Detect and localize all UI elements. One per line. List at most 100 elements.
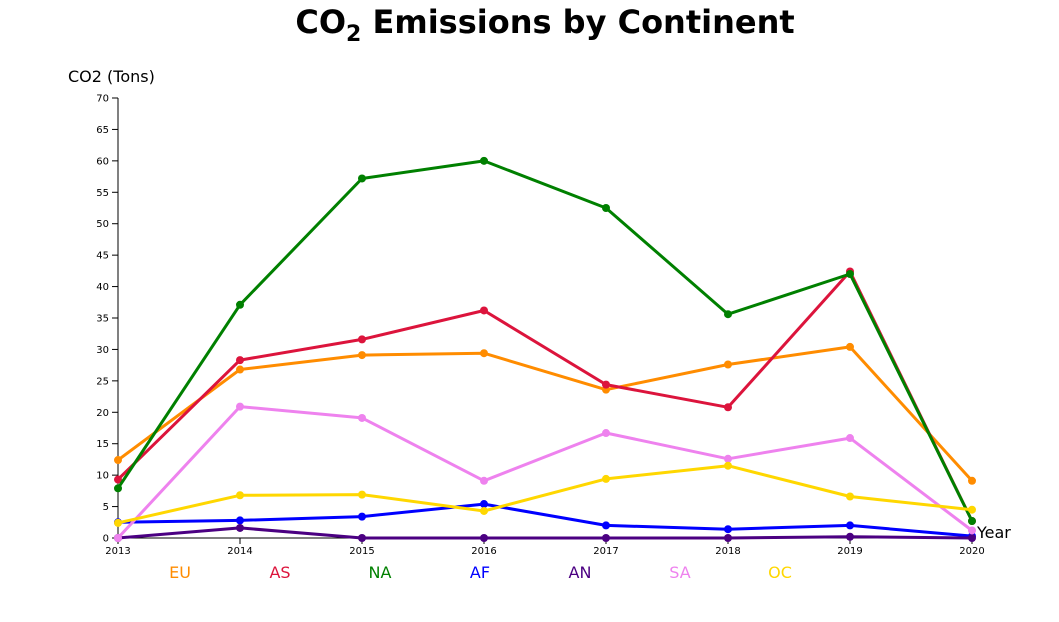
data-point <box>114 518 122 527</box>
data-point <box>358 413 366 422</box>
data-point <box>724 360 732 369</box>
data-point <box>602 429 610 438</box>
data-point <box>724 461 732 470</box>
data-point <box>480 349 488 358</box>
data-point <box>114 456 122 465</box>
chart-title-subscript: 2 <box>346 22 361 47</box>
data-point <box>480 534 488 542</box>
chart-title: CO2 Emissions by Continent <box>295 3 794 47</box>
data-point <box>236 356 244 365</box>
x-tick-label: 2020 <box>959 546 984 557</box>
data-point <box>724 403 732 412</box>
y-tick-label: 70 <box>96 94 109 105</box>
data-point <box>602 474 610 483</box>
y-tick-label: 0 <box>103 534 109 545</box>
data-point <box>236 300 244 309</box>
series-sa <box>114 402 976 542</box>
data-point <box>846 342 854 351</box>
legend-item-eu: EU <box>169 563 191 582</box>
y-tick-label: 10 <box>96 471 109 482</box>
y-tick-label: 60 <box>96 156 109 167</box>
series-na <box>114 156 976 526</box>
data-point <box>602 534 610 542</box>
legend: EU AS NA AF AN SA OC <box>169 563 792 582</box>
data-point <box>480 306 488 315</box>
y-tick-label: 20 <box>96 408 109 419</box>
data-point <box>114 484 122 493</box>
x-tick-label: 2018 <box>715 546 740 557</box>
y-tick-label: 50 <box>96 219 109 230</box>
data-point <box>846 521 854 530</box>
data-point <box>846 492 854 501</box>
data-point <box>724 310 732 319</box>
chart-title-main: CO <box>295 3 346 41</box>
series-lines <box>114 156 976 542</box>
y-tick-label: 15 <box>96 439 109 450</box>
data-point <box>968 505 976 514</box>
data-point <box>968 476 976 485</box>
series-line-as <box>116 270 974 522</box>
data-point <box>358 174 366 183</box>
y-axis: 0 5 10 15 20 25 30 35 40 45 50 55 60 65 70 <box>96 94 119 545</box>
data-point <box>236 365 244 374</box>
y-tick-label: 45 <box>96 251 109 262</box>
data-point <box>236 523 244 532</box>
y-tick-label: 5 <box>103 502 109 513</box>
x-tick-label: 2017 <box>593 546 618 557</box>
series-oc <box>114 461 976 527</box>
data-point <box>480 156 488 165</box>
legend-item-oc: OC <box>768 563 792 582</box>
data-point <box>358 512 366 521</box>
data-point <box>724 534 732 542</box>
legend-item-as: AS <box>269 563 290 582</box>
data-point <box>602 204 610 212</box>
data-point <box>846 270 854 278</box>
legend-item-na: NA <box>369 563 392 582</box>
data-point <box>236 516 244 525</box>
chart-title-rest: Emissions by Continent <box>361 3 794 41</box>
data-point <box>358 351 366 360</box>
x-tick-label: 2019 <box>837 546 862 557</box>
series-af <box>114 500 976 541</box>
series-line-na <box>116 159 974 522</box>
data-point <box>724 525 732 534</box>
x-axis: 2013 2014 2015 2016 2017 2018 2019 2020 <box>105 537 985 557</box>
y-tick-label: 40 <box>96 282 109 293</box>
y-tick-label: 25 <box>96 376 109 387</box>
y-tick-label: 55 <box>96 188 109 199</box>
data-point <box>602 380 610 389</box>
y-tick-label: 65 <box>96 125 109 136</box>
series-eu <box>114 342 976 485</box>
series-line-an <box>117 526 973 540</box>
data-point <box>968 517 976 526</box>
series-line-oc <box>117 464 973 525</box>
series-line-eu <box>117 345 974 482</box>
data-point <box>846 434 854 443</box>
x-tick-label: 2014 <box>227 546 252 557</box>
legend-item-an: AN <box>569 563 592 582</box>
legend-item-af: AF <box>470 563 490 582</box>
data-point <box>968 526 976 535</box>
y-tick-label: 35 <box>96 314 109 325</box>
data-point <box>358 490 366 499</box>
data-point <box>480 506 488 515</box>
x-axis-title: Year <box>976 523 1011 542</box>
data-point <box>602 521 610 530</box>
data-point <box>358 335 366 344</box>
data-point <box>236 402 244 411</box>
data-point <box>480 476 488 485</box>
y-axis-title: CO2 (Tons) <box>68 67 155 86</box>
x-tick-label: 2015 <box>349 546 374 557</box>
data-point <box>114 475 122 484</box>
data-point <box>114 534 122 542</box>
legend-item-sa: SA <box>669 563 690 582</box>
data-point <box>480 500 488 509</box>
data-point <box>358 534 366 542</box>
data-point <box>846 532 854 541</box>
y-tick-label: 30 <box>96 345 109 356</box>
series-line-af <box>117 502 973 538</box>
data-point <box>236 491 244 500</box>
data-point <box>968 534 976 542</box>
x-tick-label: 2013 <box>105 546 130 557</box>
